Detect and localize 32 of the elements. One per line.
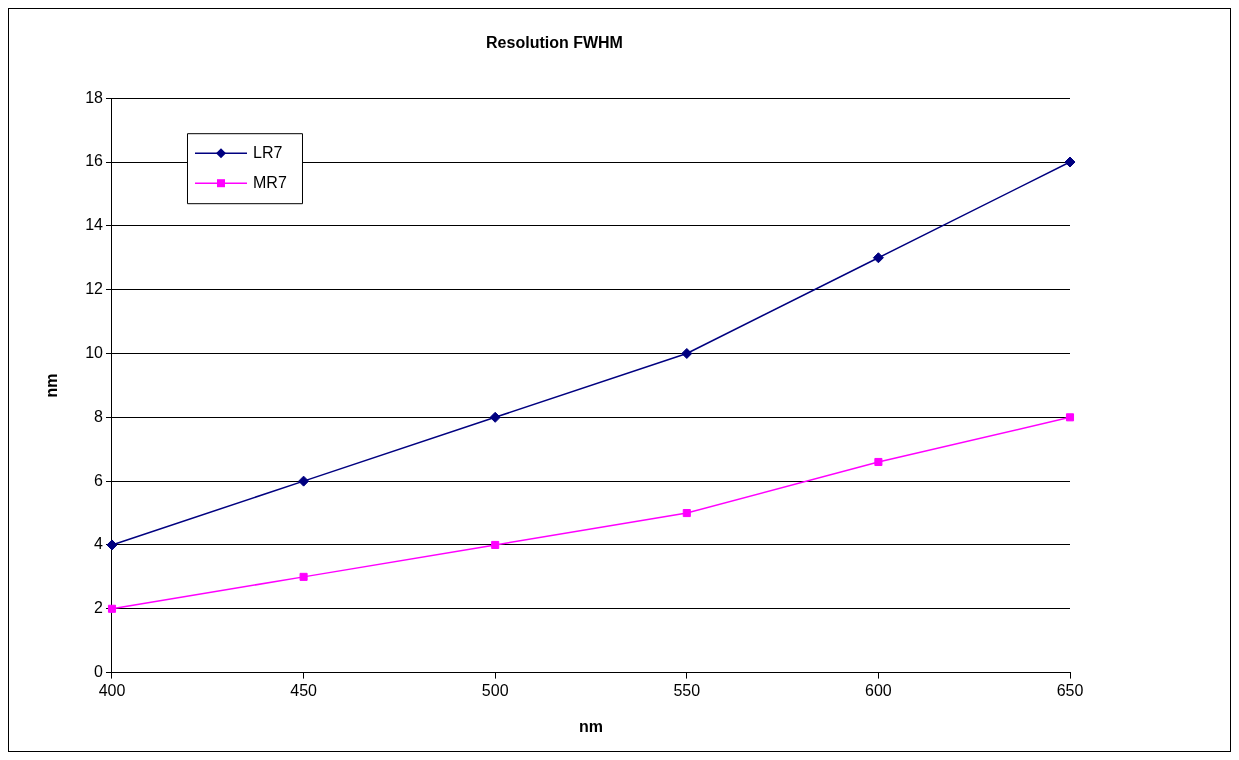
y-tick-label: 8 — [94, 407, 104, 425]
y-tick-label: 4 — [94, 535, 104, 553]
point — [1064, 156, 1076, 168]
x-tick-label: 550 — [673, 681, 701, 699]
point — [682, 509, 691, 518]
point — [491, 540, 500, 549]
point — [874, 457, 883, 467]
y-tick-label: 14 — [85, 216, 104, 234]
y-tick-label: 2 — [94, 599, 104, 617]
point — [1065, 413, 1075, 422]
x-tick-label: 650 — [1056, 681, 1084, 699]
point — [298, 475, 310, 487]
point — [489, 411, 501, 423]
point — [299, 572, 308, 581]
point — [872, 252, 884, 264]
y-tick-label: 16 — [85, 152, 104, 170]
y-tick-label: 12 — [85, 280, 104, 298]
y-tick-label: 18 — [85, 88, 104, 106]
y-tick-label: 10 — [85, 343, 104, 361]
x-tick-label: 500 — [481, 681, 509, 699]
legend-label: MR7 — [253, 173, 287, 191]
y-axis-title: nm — [43, 373, 61, 398]
chart-title: Resolution FWHM — [486, 34, 623, 52]
y-tick-label: 0 — [94, 663, 104, 681]
x-tick-label: 450 — [290, 681, 318, 699]
y-tick-label: 6 — [94, 471, 104, 489]
x-tick-label: 600 — [865, 681, 892, 699]
x-axis-title: nm — [579, 717, 603, 735]
point — [681, 347, 693, 359]
x-tick-label: 400 — [98, 681, 126, 699]
point — [106, 539, 118, 551]
legend-label: LR7 — [253, 143, 283, 161]
